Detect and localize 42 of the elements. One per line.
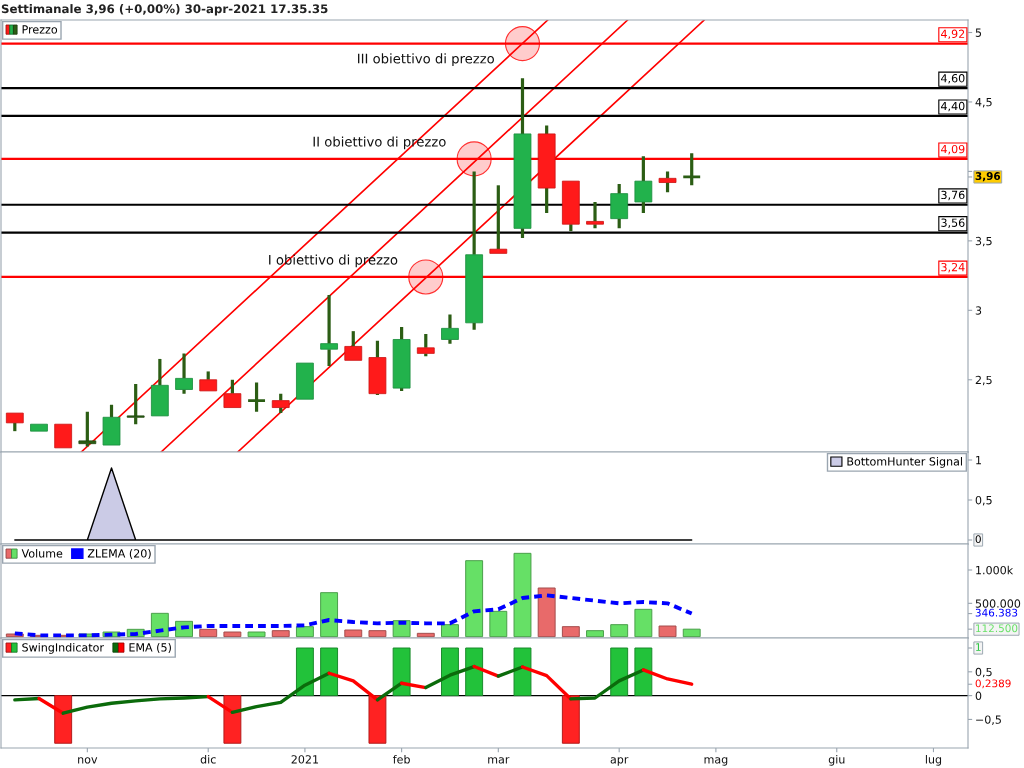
annotation: III obiettivo di prezzo: [358, 53, 494, 67]
y-tick-label: 0: [975, 535, 981, 544]
y-tick-label: 5: [975, 28, 982, 37]
y-tick-label: 3: [975, 306, 982, 315]
y-tick-label: 3,5: [975, 236, 992, 247]
ref-line-label: 4,09: [941, 144, 965, 155]
y-tick-label: 0,2389: [975, 679, 1011, 689]
y-tick-label: 0,5: [975, 667, 992, 678]
y-tick-label: 1: [976, 456, 981, 465]
x-tick-label: giu: [828, 754, 845, 766]
y-tick-label: 500.000: [975, 599, 1021, 608]
x-tick-label: apr: [610, 757, 629, 766]
y-tick-label: 112.500: [976, 624, 1018, 633]
x-tick-label: mag: [704, 757, 728, 766]
y-tick-label: 1.000k: [976, 565, 1014, 575]
y-tick-label: 4,5: [975, 98, 992, 108]
y-tick-label: 346.383: [975, 608, 1018, 617]
ref-line-label: 4,92: [941, 29, 965, 40]
x-tick-label: nov: [78, 757, 98, 764]
ref-line-label: 3,24: [941, 262, 965, 273]
x-tick-label: 2021: [291, 755, 319, 764]
ref-line-label: 3,76: [941, 190, 965, 201]
legend-label: EMA (5): [129, 643, 171, 653]
x-tick-label: mar: [488, 757, 510, 764]
x-tick-label: lug: [925, 754, 942, 766]
legend-label: BottomHunter Signal: [847, 457, 962, 468]
y-tick-label: 0: [975, 691, 982, 700]
legend-label: Prezzo: [22, 25, 58, 34]
y-tick-label: 2,5: [975, 375, 992, 386]
ref-line-label: 4,40: [941, 101, 965, 112]
x-tick-label: dic: [200, 754, 216, 764]
y-tick-label: −0,5: [976, 715, 1001, 725]
y-tick-label: 3,96: [975, 172, 1001, 182]
x-tick-label: feb: [392, 754, 410, 764]
ref-line-label: 3,56: [941, 218, 965, 229]
legend-label: Volume: [21, 549, 63, 558]
chart-title: Settimanale 3,96 (+0,00%) 30-apr-2021 17.35.35: [1, 4, 328, 16]
y-tick-label: 0,5: [975, 495, 992, 506]
legend-label: ZLEMA (20): [87, 549, 151, 559]
ref-line-label: 4,60: [941, 74, 965, 84]
legend-label: SwingIndicator: [22, 643, 104, 654]
y-tick-label: 1: [976, 643, 981, 651]
